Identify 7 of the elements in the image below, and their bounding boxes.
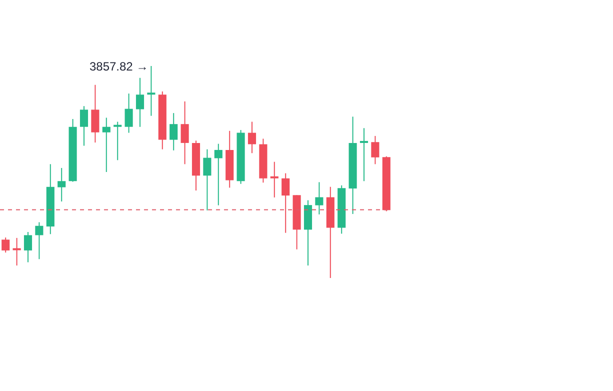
candlestick <box>114 122 122 160</box>
candlestick <box>102 118 110 172</box>
candlestick <box>12 238 21 266</box>
candlestick <box>147 66 156 116</box>
candlestick <box>360 128 368 182</box>
annotation: 3857.82 → <box>89 59 148 74</box>
candlestick <box>270 162 278 198</box>
